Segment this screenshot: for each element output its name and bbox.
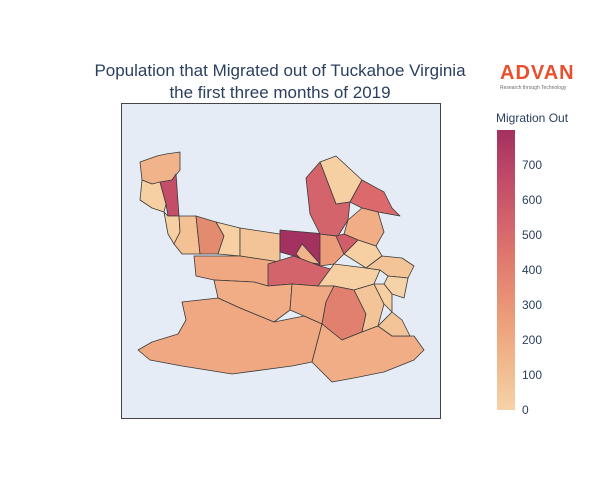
- region-south-large[interactable]: [137, 297, 323, 375]
- colorbar-gradient: [497, 130, 515, 410]
- colorbar-tick-0: 0: [522, 403, 529, 417]
- map-area[interactable]: [121, 103, 441, 419]
- logo-wordmark: ADVAN: [500, 62, 575, 84]
- colorbar-title: Migration Out: [496, 111, 569, 125]
- region-south-right[interactable]: [311, 323, 425, 383]
- region-ne-red[interactable]: [305, 161, 351, 237]
- colorbar-tick-600: 600: [522, 193, 543, 207]
- choropleth-map: [137, 151, 425, 383]
- colorbar-tick-300: 300: [522, 298, 543, 312]
- region-east-pale[interactable]: [365, 255, 415, 279]
- region-sc-pale2[interactable]: [373, 283, 393, 313]
- colorbar-tick-700: 700: [522, 158, 543, 172]
- region-ne-red-small[interactable]: [335, 233, 359, 255]
- region-south-far-right[interactable]: [377, 311, 411, 337]
- colorbar-tick-500: 500: [522, 228, 543, 242]
- logo-tagline: Research through Technology: [500, 85, 567, 91]
- title-line-1: Population that Migrated out of Tuckahoe…: [94, 61, 466, 80]
- colorbar-tick-100: 100: [522, 368, 543, 382]
- title-line-2: the first three months of 2019: [169, 83, 391, 102]
- region-east-outline[interactable]: [383, 275, 409, 299]
- colorbar-tick-200: 200: [522, 333, 543, 347]
- colorbar-tick-400: 400: [522, 263, 543, 277]
- region-west-mid[interactable]: [215, 221, 241, 257]
- chart-title: Population that Migrated out of Tuckahoe…: [40, 60, 520, 104]
- region-west-strip-mid[interactable]: [139, 179, 167, 213]
- advan-logo: ADVAN Research through Technology: [500, 62, 596, 92]
